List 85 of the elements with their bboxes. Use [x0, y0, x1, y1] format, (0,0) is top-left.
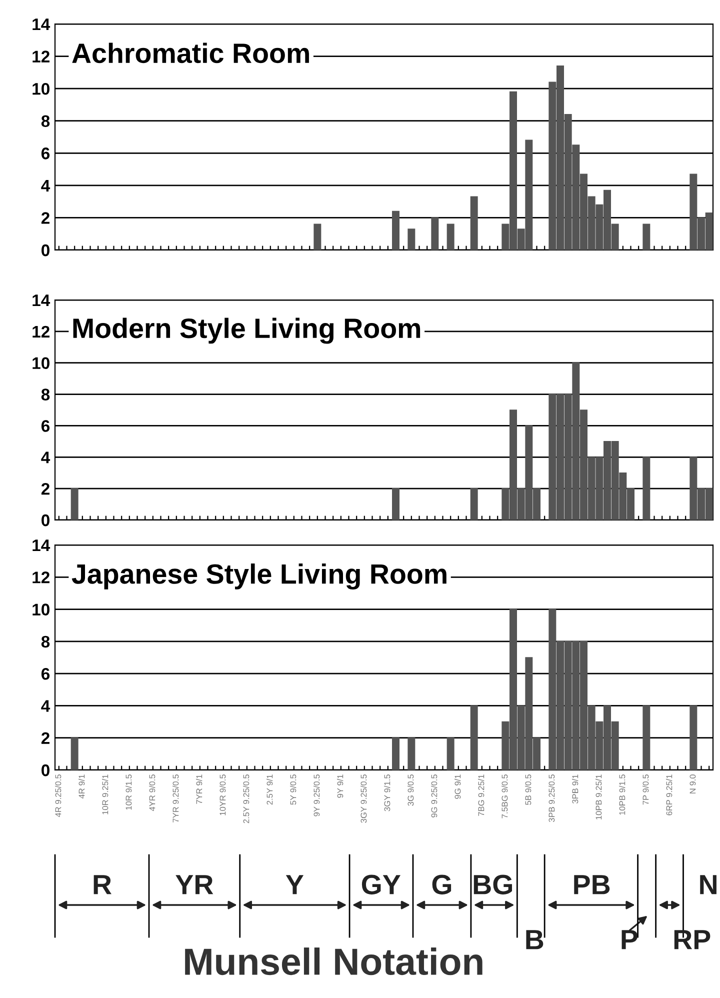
y-tick-label: 4 — [41, 180, 50, 192]
bar — [642, 456, 650, 520]
y-tick-label: 12 — [32, 326, 50, 338]
x-tick-label: 9Y 9.25/0.5 — [314, 774, 320, 816]
text: G — [432, 874, 452, 894]
y-tick-label: 8 — [41, 388, 50, 400]
bar — [642, 705, 650, 770]
bar — [642, 224, 650, 250]
bar — [392, 210, 400, 250]
x-tick-label: 7YR 9.25/0.5 — [172, 774, 179, 822]
bar — [70, 737, 78, 770]
bar — [470, 705, 478, 770]
x-tick-label: 4YR 9/0.5 — [149, 774, 156, 812]
y-tick-label: 6 — [41, 420, 50, 432]
bar — [408, 737, 416, 770]
bar — [314, 224, 322, 250]
x-tick-label: 9Y 9/1 — [337, 774, 344, 798]
y-tick-label: 2 — [41, 732, 50, 744]
text: Y — [286, 875, 304, 894]
text: Achromatic Room — [72, 42, 309, 64]
text: PB — [574, 875, 610, 894]
text: P — [622, 930, 638, 950]
y-tick-label: 0 — [42, 514, 50, 526]
x-tick-label: 3PB 9/1 — [572, 774, 578, 804]
x-tick-label: 5Y 9/0.5 — [290, 774, 296, 805]
y-tick-label: 4 — [41, 700, 50, 712]
x-tick-label: 5B 9/0.5 — [525, 774, 532, 805]
y-tick-label: 14 — [32, 18, 50, 30]
x-tick-label: N 9.0 — [690, 774, 696, 794]
y-tick-label: 12 — [32, 572, 50, 584]
x-tick-label: 3GY 9/1.5 — [384, 774, 390, 812]
x-tick-label: 10PB 9.25/1 — [596, 774, 602, 820]
x-tick-label: 2.5Y 9.25/0.5 — [243, 774, 250, 824]
bar — [392, 488, 400, 520]
y-tick-label: 2 — [41, 482, 50, 495]
x-tick-label: 4R 9/1 — [78, 774, 85, 799]
y-tick-label: 8 — [41, 636, 50, 648]
text: Modern Style Living Room — [73, 318, 420, 344]
bar — [446, 737, 454, 770]
text: RP — [674, 930, 710, 950]
y-tick-label: 10 — [32, 604, 50, 616]
y-tick-label: 14 — [32, 294, 50, 306]
x-tick-label: 9G 9/1 — [454, 774, 461, 799]
x-tick-label: 4R 9.25/0.5 — [55, 774, 62, 818]
text: R — [94, 875, 112, 894]
x-tick-label: 7P 9/0.5 — [642, 774, 649, 805]
bar — [446, 224, 454, 250]
x-tick-label: 7.5BG 9/0.5 — [502, 774, 508, 818]
y-tick-label: 14 — [32, 540, 50, 552]
x-tick-label: 3PB 9.25/0.5 — [548, 774, 555, 822]
text: GY — [362, 874, 400, 894]
y-tick-label: 12 — [32, 50, 50, 62]
text: YR — [176, 875, 214, 894]
x-tick-label: 7BG 9.25/1 — [478, 774, 484, 816]
x-axis-title: Munsell Notation — [185, 948, 482, 976]
x-tick-label: 2.5Y 9/1 — [266, 774, 273, 805]
bar — [392, 737, 400, 770]
text: Japanese Style Living Room — [72, 563, 446, 590]
x-tick-label: 9G 9.25/0.5 — [431, 774, 438, 818]
x-tick-label: 6RP 9.25/1 — [666, 774, 672, 816]
y-tick-label: 0 — [42, 244, 50, 256]
y-tick-label: 10 — [32, 357, 50, 370]
text: B — [526, 930, 544, 950]
y-tick-label: 2 — [41, 212, 50, 224]
x-tick-label: 3G 9/0.5 — [408, 774, 414, 806]
x-tick-label: 10R 9.25/1 — [102, 774, 108, 814]
bar — [690, 705, 698, 770]
y-tick-label: 8 — [41, 115, 50, 128]
bar — [431, 217, 439, 250]
x-tick-label: 7YR 9/1 — [196, 774, 202, 804]
x-tick-label: 10R 9/1.5 — [126, 774, 132, 810]
x-tick-label: 10YR 9/0.5 — [220, 774, 226, 816]
bar — [470, 488, 478, 520]
y-tick-label: 4 — [41, 452, 50, 464]
y-tick-label: 10 — [32, 82, 50, 95]
bar — [70, 488, 78, 520]
x-tick-label: 10PB 9/1.5 — [619, 774, 626, 815]
bar — [470, 196, 478, 250]
text: N — [700, 875, 716, 894]
y-tick-label: 6 — [41, 148, 50, 160]
y-tick-label: 6 — [41, 668, 50, 680]
bar — [408, 228, 416, 250]
text: BG — [474, 874, 512, 894]
y-tick-label: 0 — [42, 764, 50, 776]
x-tick-label: 3GY 9.25/0.5 — [360, 774, 367, 823]
